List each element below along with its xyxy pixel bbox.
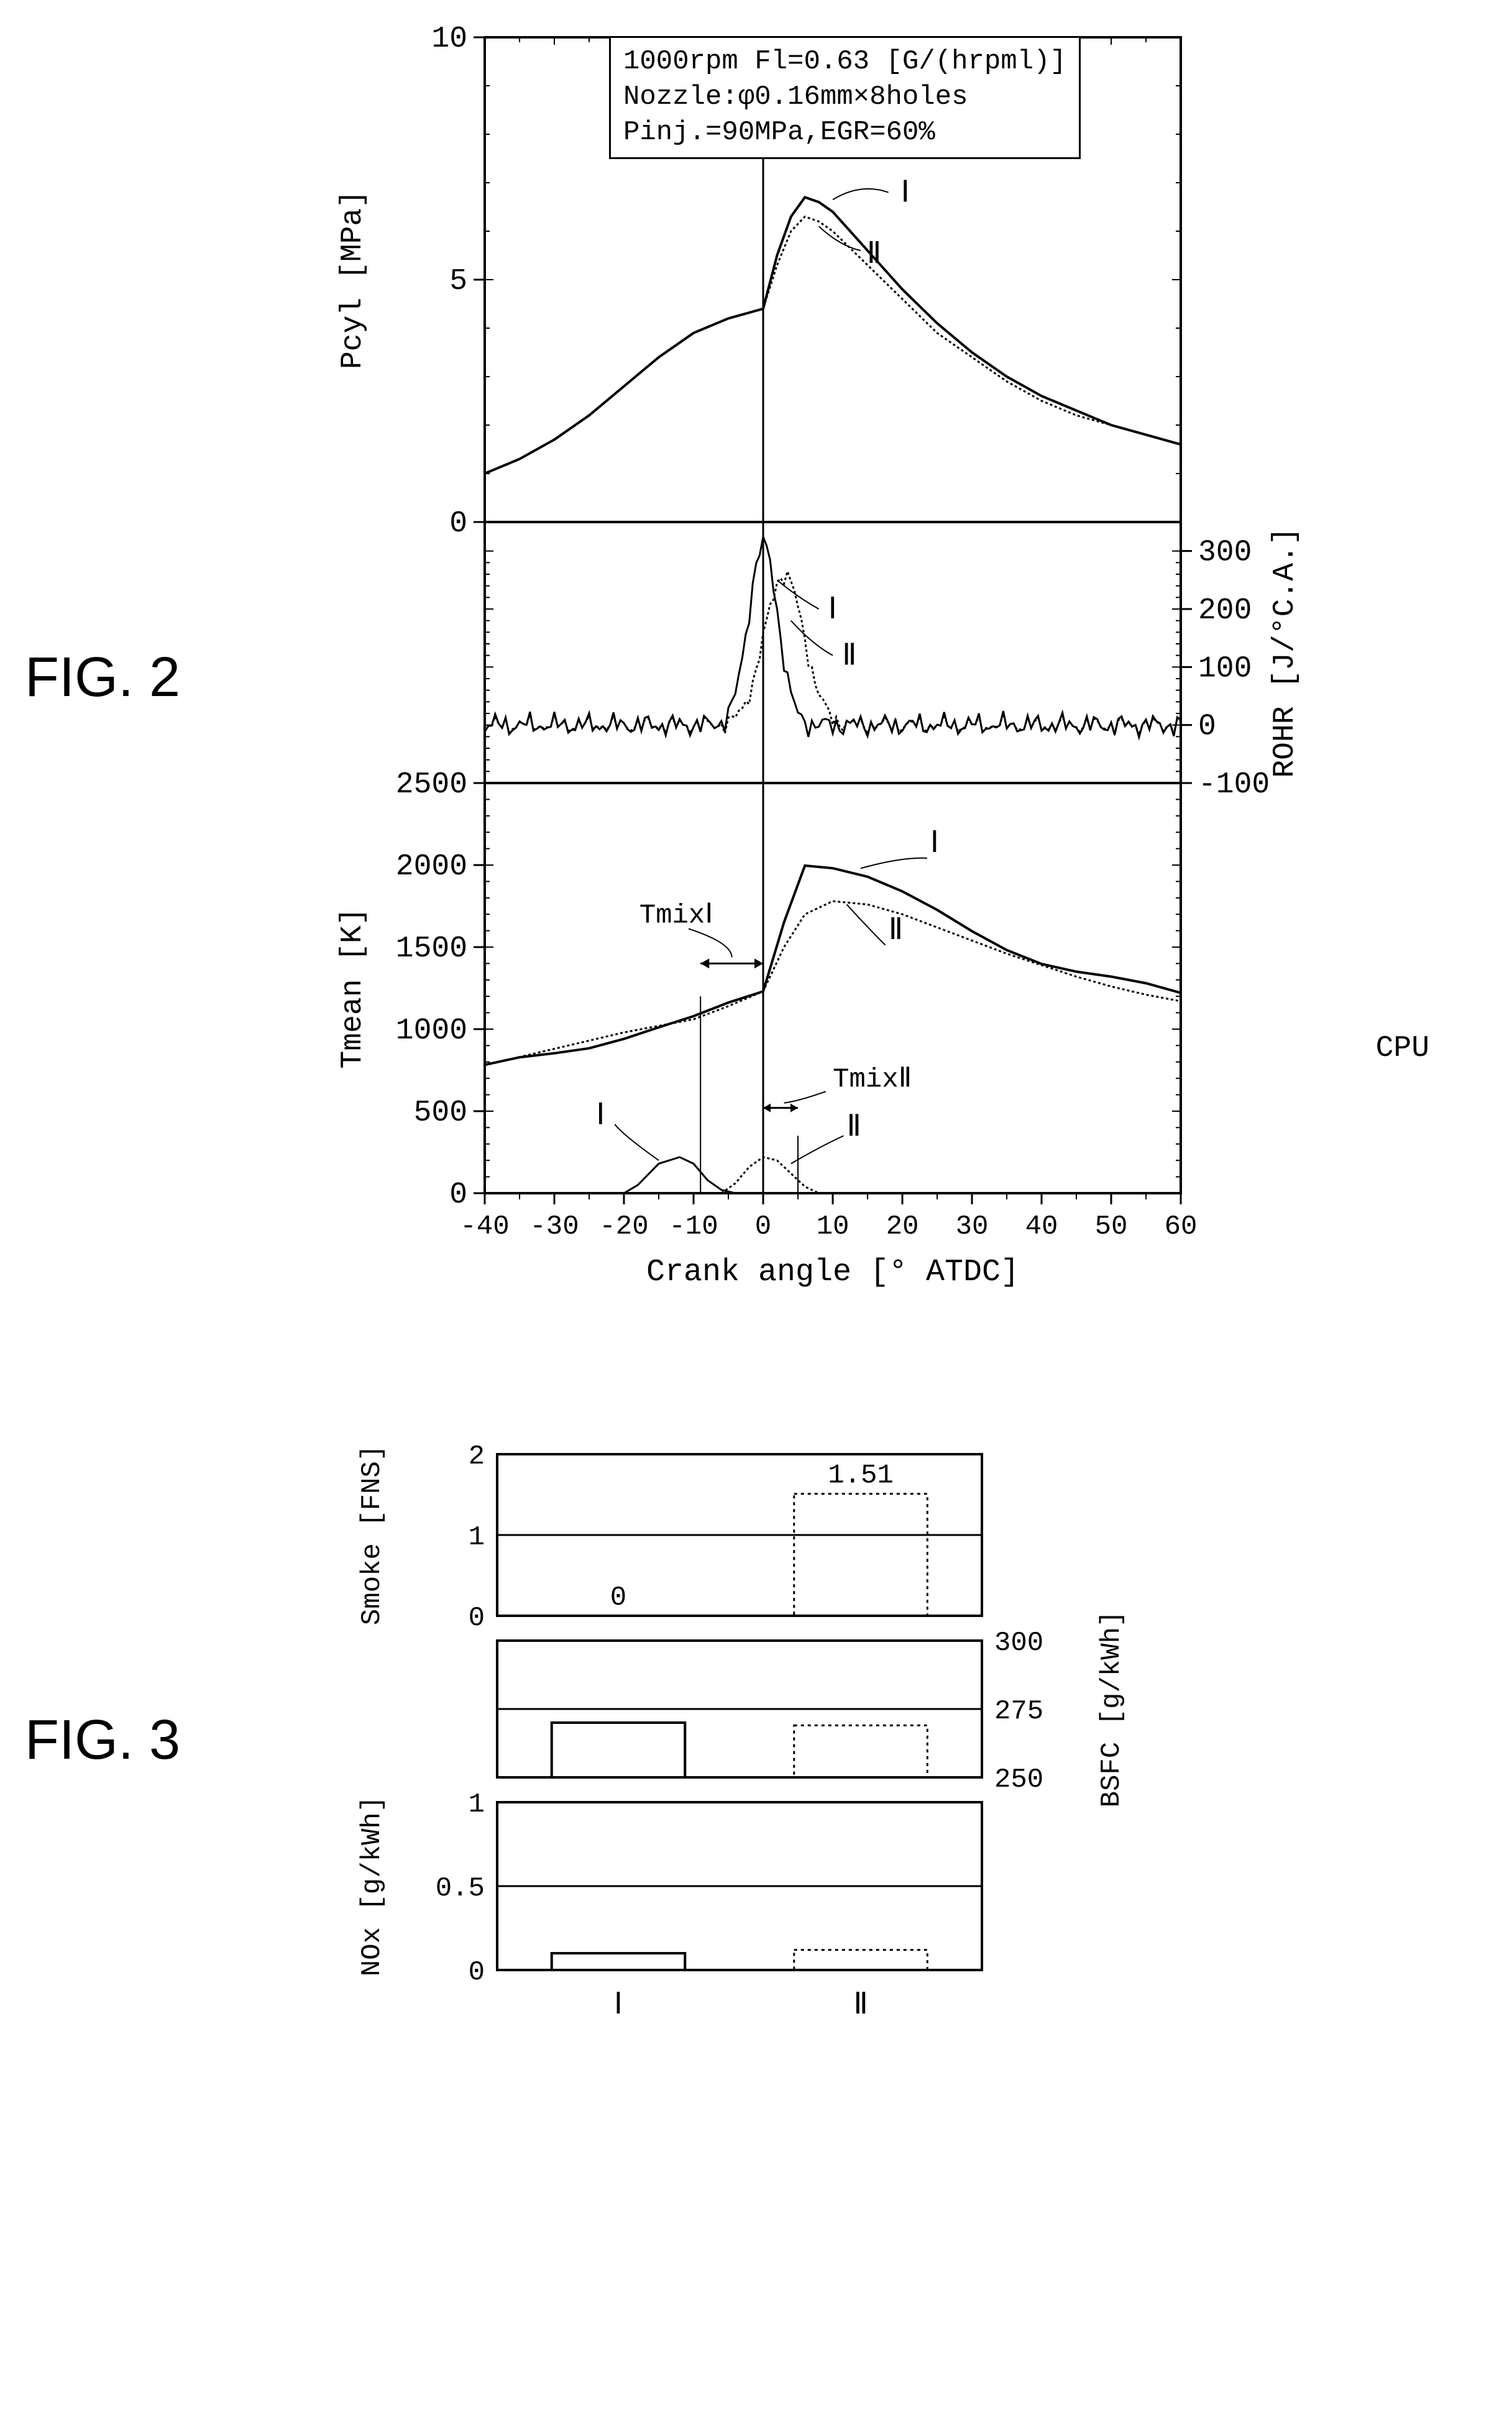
fig3-svg: 0 1 2 Smoke [FNS] 0 1.51 250 275 300 BSFC [g/kWh]…	[323, 1429, 1162, 2051]
svg-text:Ⅱ: Ⅱ	[867, 239, 882, 272]
svg-text:Ⅰ: Ⅰ	[614, 1989, 623, 2023]
svg-text:ROHR [J/°C.A.]: ROHR [J/°C.A.]	[1268, 527, 1302, 777]
svg-text:0: 0	[449, 507, 467, 541]
svg-text:Ⅰ: Ⅰ	[901, 178, 910, 211]
svg-text:2500: 2500	[396, 768, 467, 802]
svg-text:30: 30	[956, 1211, 989, 1242]
svg-text:500: 500	[414, 1096, 467, 1130]
fig2-label: FIG. 2	[25, 646, 273, 710]
svg-text:Ⅱ: Ⅱ	[853, 1989, 868, 2023]
figure-3-block: FIG. 3 0 1 2 Smoke [FNS] 0 1.51 250 275 300 BSFC …	[25, 1429, 1512, 2051]
svg-text:10: 10	[817, 1211, 850, 1242]
svg-text:0: 0	[469, 1603, 485, 1634]
svg-text:0: 0	[1198, 710, 1216, 744]
svg-text:300: 300	[1198, 536, 1252, 570]
svg-text:40: 40	[1025, 1211, 1058, 1242]
cpu-label: CPU	[1376, 1032, 1429, 1065]
svg-text:2: 2	[469, 1441, 485, 1472]
svg-text:0: 0	[755, 1211, 771, 1242]
svg-text:10: 10	[431, 25, 467, 56]
svg-text:Ⅰ: Ⅰ	[930, 828, 939, 861]
svg-text:2000: 2000	[396, 850, 467, 884]
svg-text:Ⅰ: Ⅰ	[596, 1100, 605, 1134]
conditions-line1: 1000rpm Fl=0.63 [G/(hrpml)]	[623, 44, 1066, 80]
svg-text:BSFC [g/kWh]: BSFC [g/kWh]	[1096, 1611, 1127, 1808]
svg-text:-10: -10	[669, 1211, 718, 1242]
svg-text:1.51: 1.51	[828, 1460, 894, 1491]
svg-text:300: 300	[994, 1628, 1043, 1659]
svg-text:0: 0	[469, 1957, 485, 1988]
fig3-label: FIG. 3	[25, 1708, 273, 1772]
svg-text:Crank angle [° ATDC]: Crank angle [° ATDC]	[646, 1255, 1019, 1290]
svg-text:250: 250	[994, 1764, 1043, 1795]
svg-text:1500: 1500	[396, 932, 467, 966]
conditions-line3: Pinj.=90MPa,EGR=60%	[623, 115, 1066, 150]
svg-text:Pcyl [MPa]: Pcyl [MPa]	[336, 190, 370, 369]
svg-text:5: 5	[449, 265, 467, 298]
test-conditions-box: 1000rpm Fl=0.63 [G/(hrpml)] Nozzle:φ0.16…	[609, 36, 1081, 159]
conditions-line2: Nozzle:φ0.16mm×8holes	[623, 80, 1066, 115]
fig3-chart: 0 1 2 Smoke [FNS] 0 1.51 250 275 300 BSFC [g/kWh]…	[323, 1429, 1162, 2051]
svg-text:200: 200	[1198, 594, 1252, 628]
svg-text:TmixⅠ: TmixⅠ	[639, 900, 713, 931]
svg-text:Ⅱ: Ⅱ	[842, 641, 857, 674]
svg-text:Smoke [FNS]: Smoke [FNS]	[357, 1445, 388, 1625]
svg-text:Ⅱ: Ⅱ	[846, 1112, 861, 1145]
svg-text:0: 0	[610, 1582, 626, 1613]
fig2-chart: 0510Pcyl [MPa]-1000100200300ROHR [J/°C.A…	[323, 25, 1317, 1330]
svg-text:1: 1	[469, 1522, 485, 1553]
svg-text:-20: -20	[599, 1211, 648, 1242]
svg-text:50: 50	[1095, 1211, 1128, 1242]
svg-text:100: 100	[1198, 652, 1252, 685]
svg-text:-100: -100	[1198, 768, 1270, 802]
svg-text:1: 1	[469, 1789, 485, 1820]
svg-text:-30: -30	[529, 1211, 579, 1242]
svg-text:60: 60	[1165, 1211, 1198, 1242]
svg-text:Ⅰ: Ⅰ	[828, 594, 837, 628]
svg-text:NOx [g/kWh]: NOx [g/kWh]	[357, 1796, 388, 1976]
figure-2-block: FIG. 2 0510Pcyl [MPa]-1000100200300ROHR …	[25, 25, 1512, 1330]
svg-text:-40: -40	[460, 1211, 509, 1242]
svg-text:0: 0	[449, 1178, 467, 1212]
svg-text:Ⅱ: Ⅱ	[889, 915, 904, 948]
svg-text:0.5: 0.5	[436, 1873, 485, 1904]
svg-text:275: 275	[994, 1696, 1043, 1727]
fig2-svg: 0510Pcyl [MPa]-1000100200300ROHR [J/°C.A…	[323, 25, 1317, 1330]
svg-text:Tmean [K]: Tmean [K]	[336, 907, 370, 1068]
svg-text:20: 20	[886, 1211, 919, 1242]
svg-text:TmixⅡ: TmixⅡ	[833, 1064, 912, 1095]
svg-text:1000: 1000	[396, 1014, 467, 1048]
